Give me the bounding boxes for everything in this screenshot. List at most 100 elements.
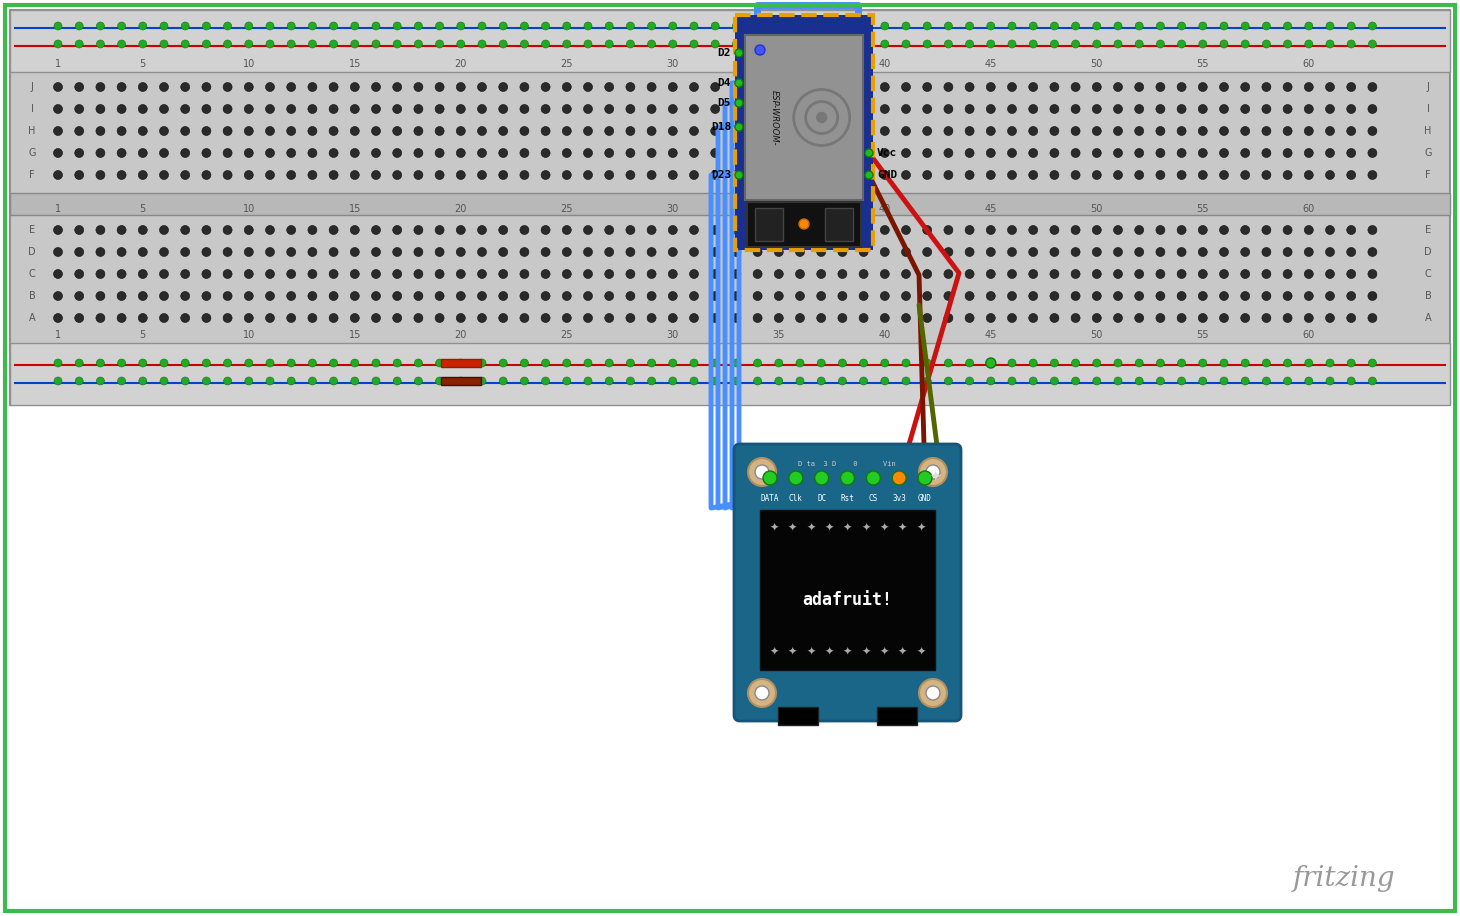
Circle shape: [266, 82, 274, 92]
Circle shape: [647, 104, 656, 114]
Circle shape: [350, 126, 359, 136]
Circle shape: [1221, 22, 1228, 30]
Circle shape: [499, 82, 508, 92]
Circle shape: [562, 359, 571, 367]
Circle shape: [562, 22, 571, 30]
Circle shape: [308, 359, 317, 367]
Circle shape: [181, 377, 190, 385]
Circle shape: [1134, 104, 1143, 114]
Circle shape: [647, 170, 656, 180]
Circle shape: [54, 40, 61, 48]
Circle shape: [689, 148, 698, 158]
Circle shape: [499, 313, 508, 322]
Text: 35: 35: [772, 204, 785, 214]
Circle shape: [223, 269, 232, 278]
Circle shape: [734, 79, 743, 87]
Circle shape: [542, 247, 550, 256]
Circle shape: [816, 82, 826, 92]
Circle shape: [286, 170, 296, 180]
Circle shape: [734, 123, 743, 131]
Circle shape: [1134, 269, 1143, 278]
Circle shape: [54, 377, 61, 385]
Circle shape: [945, 291, 953, 300]
Circle shape: [858, 269, 869, 278]
Circle shape: [201, 269, 210, 278]
Text: 5: 5: [140, 204, 146, 214]
Circle shape: [923, 148, 931, 158]
Circle shape: [117, 313, 126, 322]
Circle shape: [308, 22, 317, 30]
Circle shape: [139, 359, 147, 367]
Circle shape: [1136, 359, 1143, 367]
Circle shape: [1219, 170, 1228, 180]
Circle shape: [499, 359, 507, 367]
Circle shape: [731, 148, 740, 158]
Circle shape: [965, 22, 974, 30]
Circle shape: [1241, 269, 1250, 278]
Circle shape: [1348, 22, 1355, 30]
Bar: [877, 707, 917, 725]
Circle shape: [1114, 22, 1121, 30]
Circle shape: [1134, 225, 1143, 234]
Circle shape: [159, 126, 168, 136]
Circle shape: [1029, 313, 1038, 322]
Circle shape: [1346, 269, 1356, 278]
Circle shape: [1261, 170, 1270, 180]
Circle shape: [923, 247, 931, 256]
Circle shape: [1368, 359, 1377, 367]
Circle shape: [1177, 225, 1186, 234]
Circle shape: [54, 82, 63, 92]
Circle shape: [816, 170, 826, 180]
Circle shape: [731, 313, 740, 322]
Circle shape: [1177, 291, 1186, 300]
Circle shape: [799, 219, 809, 229]
Circle shape: [796, 291, 804, 300]
Circle shape: [308, 126, 317, 136]
Circle shape: [350, 313, 359, 322]
Circle shape: [818, 377, 825, 385]
Circle shape: [96, 247, 105, 256]
Circle shape: [1283, 313, 1292, 322]
Circle shape: [816, 247, 826, 256]
Circle shape: [711, 22, 720, 30]
Circle shape: [1156, 22, 1165, 30]
Circle shape: [542, 170, 550, 180]
Circle shape: [1029, 126, 1038, 136]
Text: D: D: [1424, 247, 1432, 257]
Circle shape: [775, 22, 783, 30]
Circle shape: [923, 313, 931, 322]
Circle shape: [753, 313, 762, 322]
Circle shape: [626, 291, 635, 300]
Text: I: I: [31, 104, 34, 114]
Circle shape: [1304, 291, 1314, 300]
Text: 60: 60: [1302, 330, 1315, 340]
Circle shape: [1072, 148, 1080, 158]
Circle shape: [584, 126, 593, 136]
Circle shape: [1261, 126, 1270, 136]
Circle shape: [689, 247, 698, 256]
Circle shape: [838, 22, 847, 30]
Circle shape: [76, 377, 83, 385]
Circle shape: [755, 465, 769, 479]
Circle shape: [1029, 225, 1038, 234]
Circle shape: [76, 22, 83, 30]
Circle shape: [328, 291, 339, 300]
Text: E: E: [29, 225, 35, 235]
Circle shape: [880, 291, 889, 300]
Circle shape: [96, 359, 105, 367]
Circle shape: [393, 313, 402, 322]
Circle shape: [244, 170, 253, 180]
Circle shape: [1114, 40, 1121, 48]
Text: C: C: [29, 269, 35, 279]
Circle shape: [1072, 40, 1079, 48]
Circle shape: [626, 269, 635, 278]
Circle shape: [838, 40, 847, 48]
Circle shape: [139, 148, 147, 158]
Text: 15: 15: [349, 59, 361, 69]
Circle shape: [838, 359, 847, 367]
Circle shape: [1368, 40, 1377, 48]
Circle shape: [1346, 104, 1356, 114]
Bar: [441, 377, 480, 385]
Text: A: A: [1425, 313, 1431, 323]
Circle shape: [1007, 170, 1016, 180]
